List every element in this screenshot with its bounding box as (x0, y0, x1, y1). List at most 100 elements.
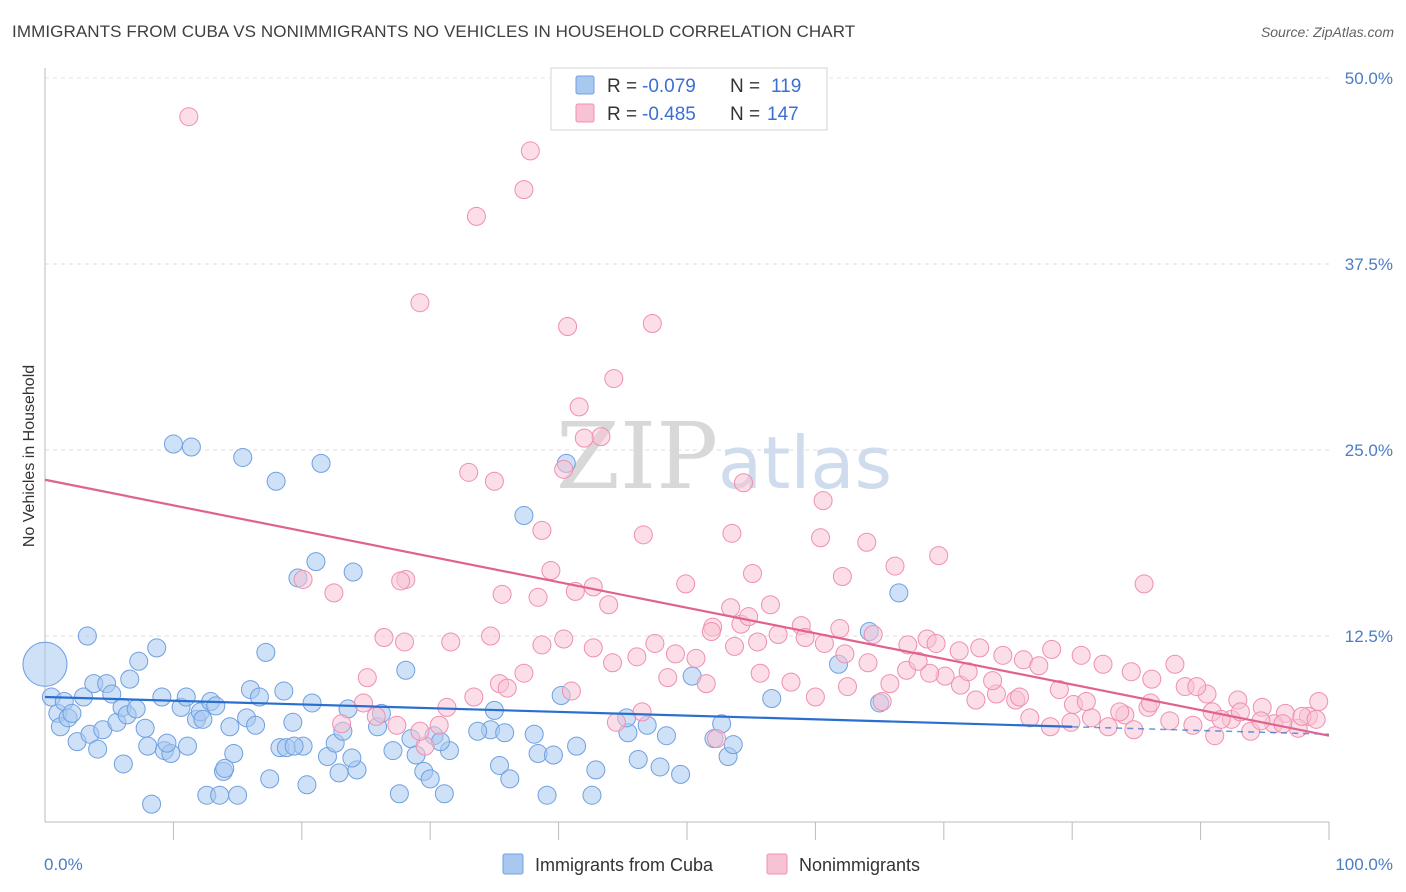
cuba-point-115 (342, 748, 362, 768)
cuba-point-51 (256, 642, 276, 662)
nonimmigrant-point-133 (1049, 680, 1069, 700)
nonimmigrant-point-131 (1010, 687, 1030, 707)
nonimmigrant-point-38 (739, 607, 759, 627)
cuba-point-43 (220, 717, 240, 737)
trend-lines (44, 478, 1330, 737)
nonimmigrant-point-92 (686, 648, 706, 668)
nonimmigrant-point-99 (532, 635, 552, 655)
nonimmigrant-trend-line (44, 478, 1330, 737)
nonimmigrant-point-106 (366, 706, 386, 726)
nonimmigrant-point-41 (830, 619, 850, 639)
nonimmigrant-point-61 (1309, 691, 1329, 711)
nonimmigrant-point-118 (606, 712, 626, 732)
nonimmigrant-point-29 (391, 571, 411, 591)
cuba-point-34 (181, 437, 201, 457)
nonimmigrant-point-5 (558, 316, 578, 336)
legend-swatch-nonimmigrants (575, 103, 595, 123)
bottom-legend-swatch-cuba (502, 853, 524, 875)
nonimmigrant-point-126 (838, 677, 857, 697)
nonimmigrant-point-9 (591, 427, 611, 447)
nonimmigrant-point-4 (410, 293, 430, 313)
nonimmigrant-point-84 (858, 653, 878, 673)
nonimmigrant-point-21 (885, 556, 905, 576)
nonimmigrant-point-97 (583, 638, 603, 658)
nonimmigrant-point-98 (554, 629, 574, 649)
nonimmigrant-point-121 (696, 674, 716, 694)
y-tick-label-2: 37.5% (1345, 255, 1393, 274)
nonimmigrant-point-48 (993, 645, 1013, 665)
nonimmigrant-point-136 (1141, 693, 1161, 713)
nonimmigrant-point-71 (1098, 717, 1118, 737)
cuba-point-85 (500, 769, 520, 789)
nonimmigrant-point-2 (514, 180, 534, 200)
nonimmigrant-point-27 (293, 569, 313, 589)
cuba-point-74 (396, 660, 416, 680)
cuba-point-111 (889, 583, 909, 603)
nonimmigrant-point-116 (497, 678, 517, 698)
cuba-point-40 (206, 696, 226, 716)
nonimmigrant-point-120 (658, 668, 678, 688)
nonimmigrant-point-123 (750, 663, 770, 683)
cuba-point-72 (383, 741, 403, 761)
nonimmigrant-point-115 (429, 715, 449, 735)
x-tick-label-end: 100.0% (1335, 855, 1393, 874)
bottom-legend-swatch-nonimmigrants (766, 853, 788, 875)
nonimmigrant-point-114 (410, 721, 430, 741)
nonimmigrant-point-31 (324, 583, 344, 603)
watermark: ZIP atlas (556, 403, 892, 510)
cuba-point-27 (152, 687, 172, 707)
bottom-legend-label-nonimmigrants: Nonimmigrants (799, 855, 920, 875)
y-tick-label-3: 50.0% (1345, 69, 1393, 88)
nonimmigrant-point-81 (920, 663, 940, 683)
nonimmigrant-point-17 (722, 523, 742, 543)
nonimmigrant-point-111 (441, 632, 461, 652)
cuba-point-60 (297, 775, 317, 795)
nonimmigrant-point-39 (721, 598, 741, 618)
cuba-point-90 (543, 745, 563, 765)
cuba-point-66 (329, 763, 349, 783)
nonimmigrant-point-20 (857, 532, 877, 552)
nonimmigrant-point-6 (642, 314, 662, 334)
nonimmigrant-point-23 (676, 574, 696, 594)
grid-lines (45, 77, 1329, 637)
cuba-point-18 (113, 754, 133, 774)
cuba-point-12 (88, 739, 108, 759)
nonimmigrant-point-145 (1205, 726, 1225, 746)
nonimmigrant-point-52 (1093, 654, 1113, 674)
nonimmigrant-point-11 (459, 462, 479, 482)
y-axis-label: No Vehicles in Household (21, 365, 38, 547)
nonimmigrant-point-10 (574, 428, 594, 448)
nonimmigrant-point-7 (604, 369, 624, 389)
cuba-point-99 (650, 757, 670, 777)
cuba-point-53 (266, 471, 286, 491)
cuba-point-22 (129, 651, 149, 671)
cuba-point-62 (306, 552, 326, 572)
cuba-point-24 (138, 736, 158, 756)
cuba-point-44 (224, 744, 244, 764)
legend: R = -0.079 N = 119 R = -0.485 N = 147 (550, 67, 828, 131)
nonimmigrant-point-137 (1165, 654, 1185, 674)
cuba-point-78 (420, 769, 440, 789)
cuba-point-95 (586, 760, 606, 780)
x-tick-labels: 0.0% 100.0% (44, 855, 1393, 874)
nonimmigrant-point-144 (1306, 709, 1326, 729)
cuba-point-37 (193, 709, 213, 729)
cuba-point-93 (567, 736, 587, 756)
cuba-point-45 (228, 785, 248, 805)
nonimmigrant-point-54 (1142, 669, 1162, 689)
nonimmigrant-point-34 (599, 595, 619, 615)
cuba-point-55 (274, 681, 294, 701)
nonimmigrant-point-105 (387, 715, 407, 735)
cuba-point-41 (210, 785, 230, 805)
cuba-point-119 (157, 733, 177, 753)
nonimmigrant-point-127 (872, 691, 892, 711)
nonimmigrant-point-72 (1081, 708, 1101, 728)
cuba-point-97 (628, 750, 648, 770)
nonimmigrant-point-33 (528, 587, 548, 607)
y-tick-label-1: 25.0% (1345, 441, 1393, 460)
cuba-point-118 (215, 758, 235, 778)
cuba-point-80 (434, 784, 454, 804)
cuba-trend-line (44, 695, 1073, 728)
nonimmigrant-point-80 (935, 666, 955, 686)
nonimmigrant-point-45 (926, 633, 946, 653)
